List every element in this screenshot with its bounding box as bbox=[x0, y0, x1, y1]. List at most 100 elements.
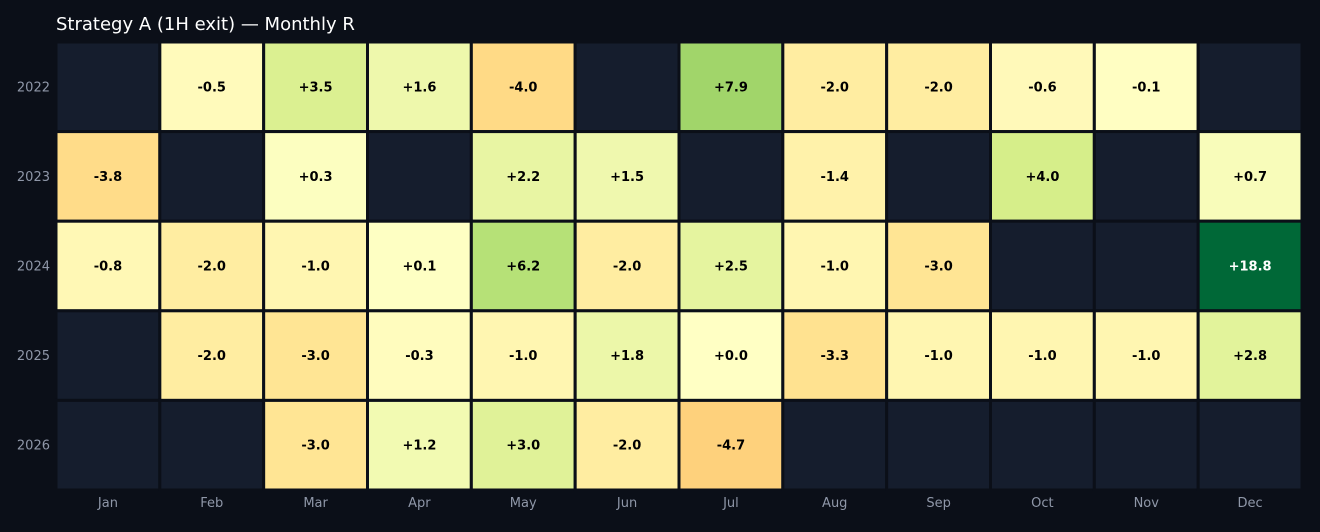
x-tick-label: Jan bbox=[97, 496, 118, 511]
heatmap-cell bbox=[1196, 130, 1304, 223]
heatmap-cell-value-label: -1.0 bbox=[1028, 349, 1056, 364]
x-tick-label: Jun bbox=[616, 496, 637, 511]
heatmap-cell-value-label: -2.0 bbox=[613, 260, 641, 275]
heatmap-cell-value-label: -2.0 bbox=[613, 439, 641, 454]
heatmap-cell-empty bbox=[573, 40, 681, 134]
heatmap-cell-value-label: -0.1 bbox=[1132, 80, 1160, 95]
heatmap-cell bbox=[1092, 309, 1200, 402]
heatmap-cell bbox=[262, 219, 369, 313]
x-tick-label: Apr bbox=[408, 496, 431, 511]
heatmap-cell-empty bbox=[1092, 130, 1200, 223]
heatmap-cell-empty bbox=[1196, 398, 1304, 492]
heatmap-cell-empty bbox=[781, 398, 889, 492]
heatmap-cell-empty bbox=[677, 130, 785, 223]
heatmap-cell bbox=[573, 309, 681, 402]
x-tick-label: Dec bbox=[1238, 496, 1263, 511]
heatmap-cell-value-label: -4.7 bbox=[717, 439, 745, 454]
heatmap-cell bbox=[1196, 309, 1304, 402]
x-tick-label: Feb bbox=[200, 496, 223, 511]
x-axis-tick-labels: Jan Feb Mar Apr May Jun Jul Aug Sep Oct Nov Dec bbox=[97, 496, 1263, 511]
heatmap-cell-value-label: +2.8 bbox=[1233, 349, 1267, 364]
y-axis-tick-labels: 2022 2023 2024 2025 2026 bbox=[17, 80, 50, 453]
heatmap-cell-empty bbox=[885, 398, 993, 492]
heatmap-cells bbox=[54, 40, 1304, 492]
x-tick-label: Aug bbox=[822, 496, 847, 511]
heatmap-cell-value-label: +4.0 bbox=[1025, 170, 1059, 185]
heatmap-cell-value-label: +0.1 bbox=[402, 260, 436, 275]
x-tick-label: Sep bbox=[926, 496, 951, 511]
x-tick-label: Jul bbox=[722, 496, 739, 511]
heatmap-cell-value-label: +3.0 bbox=[506, 439, 540, 454]
heatmap-cell-value-label: -2.0 bbox=[198, 349, 226, 364]
heatmap-cell bbox=[366, 219, 473, 313]
heatmap-cell-empty bbox=[54, 309, 162, 402]
heatmap-cell-value-label: -4.0 bbox=[509, 80, 537, 95]
heatmap-cell-value-label: -3.0 bbox=[301, 439, 329, 454]
y-tick-label: 2024 bbox=[17, 260, 50, 275]
heatmap-cell-empty bbox=[366, 130, 473, 223]
heatmap-cell bbox=[677, 219, 785, 313]
heatmap-cell-empty bbox=[54, 398, 162, 492]
heatmap-cell-value-label: -3.0 bbox=[924, 260, 952, 275]
x-tick-label: Nov bbox=[1134, 496, 1160, 511]
heatmap-cell-empty bbox=[54, 40, 162, 134]
x-tick-label: Mar bbox=[303, 496, 328, 511]
heatmap-cell-value-label: -3.0 bbox=[301, 349, 329, 364]
y-tick-label: 2023 bbox=[17, 170, 50, 185]
heatmap-cell bbox=[677, 398, 785, 492]
heatmap-cell bbox=[781, 130, 889, 223]
heatmap-cell bbox=[54, 130, 162, 223]
heatmap-cell-labels: -0.5 +3.5 +1.6 -4.0 +7.9 -2.0 -2.0 -0.6 -0.1 -3.8… bbox=[94, 80, 1272, 453]
heatmap-cell-value-label: +2.2 bbox=[506, 170, 540, 185]
heatmap-cell-value-label: -1.0 bbox=[301, 260, 329, 275]
heatmap-cell-value-label: -1.0 bbox=[924, 349, 952, 364]
heatmap-cell-value-label: -0.8 bbox=[94, 260, 122, 275]
heatmap-cell-value-label: -0.3 bbox=[405, 349, 433, 364]
heatmap-cell-value-label: +0.7 bbox=[1233, 170, 1267, 185]
heatmap-cell bbox=[781, 40, 889, 134]
heatmap-cell-empty bbox=[1092, 398, 1200, 492]
heatmap-cell-value-label: -3.8 bbox=[94, 170, 122, 185]
heatmap-cell bbox=[573, 398, 681, 492]
heatmap-cell-value-label: +18.8 bbox=[1229, 260, 1272, 275]
heatmap-cell-empty bbox=[989, 219, 1096, 313]
heatmap-cell bbox=[989, 40, 1096, 134]
heatmap-cell-value-label: +3.5 bbox=[299, 80, 333, 95]
x-tick-label: May bbox=[510, 496, 537, 511]
heatmap-cell bbox=[469, 219, 577, 313]
heatmap-cell-value-label: +0.0 bbox=[714, 349, 748, 364]
x-tick-label: Oct bbox=[1031, 496, 1053, 511]
heatmap-cell-value-label: -1.0 bbox=[509, 349, 537, 364]
heatmap-cell-empty bbox=[158, 130, 266, 223]
heatmap-cell-value-label: +1.8 bbox=[610, 349, 644, 364]
heatmap-cell-value-label: +1.6 bbox=[402, 80, 436, 95]
heatmap-cell-empty bbox=[989, 398, 1096, 492]
heatmap-cell-value-label: +7.9 bbox=[714, 80, 748, 95]
heatmap-cell-empty bbox=[885, 130, 993, 223]
heatmap-cell bbox=[54, 219, 162, 313]
heatmap-cell bbox=[262, 398, 369, 492]
heatmap-cell-empty bbox=[158, 398, 266, 492]
heatmap-cell bbox=[158, 40, 266, 134]
heatmap-cell-value-label: -1.4 bbox=[821, 170, 849, 185]
chart-title: Strategy A (1H exit) — Monthly R bbox=[56, 14, 355, 35]
heatmap-cell-value-label: -0.5 bbox=[198, 80, 226, 95]
heatmap-cell-value-label: -1.0 bbox=[821, 260, 849, 275]
y-tick-label: 2025 bbox=[17, 349, 50, 364]
heatmap-cell bbox=[573, 219, 681, 313]
heatmap-cell bbox=[158, 309, 266, 402]
heatmap-cell-value-label: -2.0 bbox=[924, 80, 952, 95]
heatmap-cell-value-label: -2.0 bbox=[198, 260, 226, 275]
heatmap-cell bbox=[366, 309, 473, 402]
heatmap-cell-value-label: +1.2 bbox=[402, 439, 436, 454]
heatmap-cell bbox=[469, 130, 577, 223]
heatmap-cell-empty bbox=[1092, 219, 1200, 313]
heatmap-cell bbox=[469, 398, 577, 492]
heatmap-cell-value-label: +0.3 bbox=[299, 170, 333, 185]
heatmap-cell bbox=[262, 40, 369, 134]
y-tick-label: 2026 bbox=[17, 439, 50, 454]
heatmap-cell-value-label: -1.0 bbox=[1132, 349, 1160, 364]
heatmap-cell-empty bbox=[1196, 40, 1304, 134]
